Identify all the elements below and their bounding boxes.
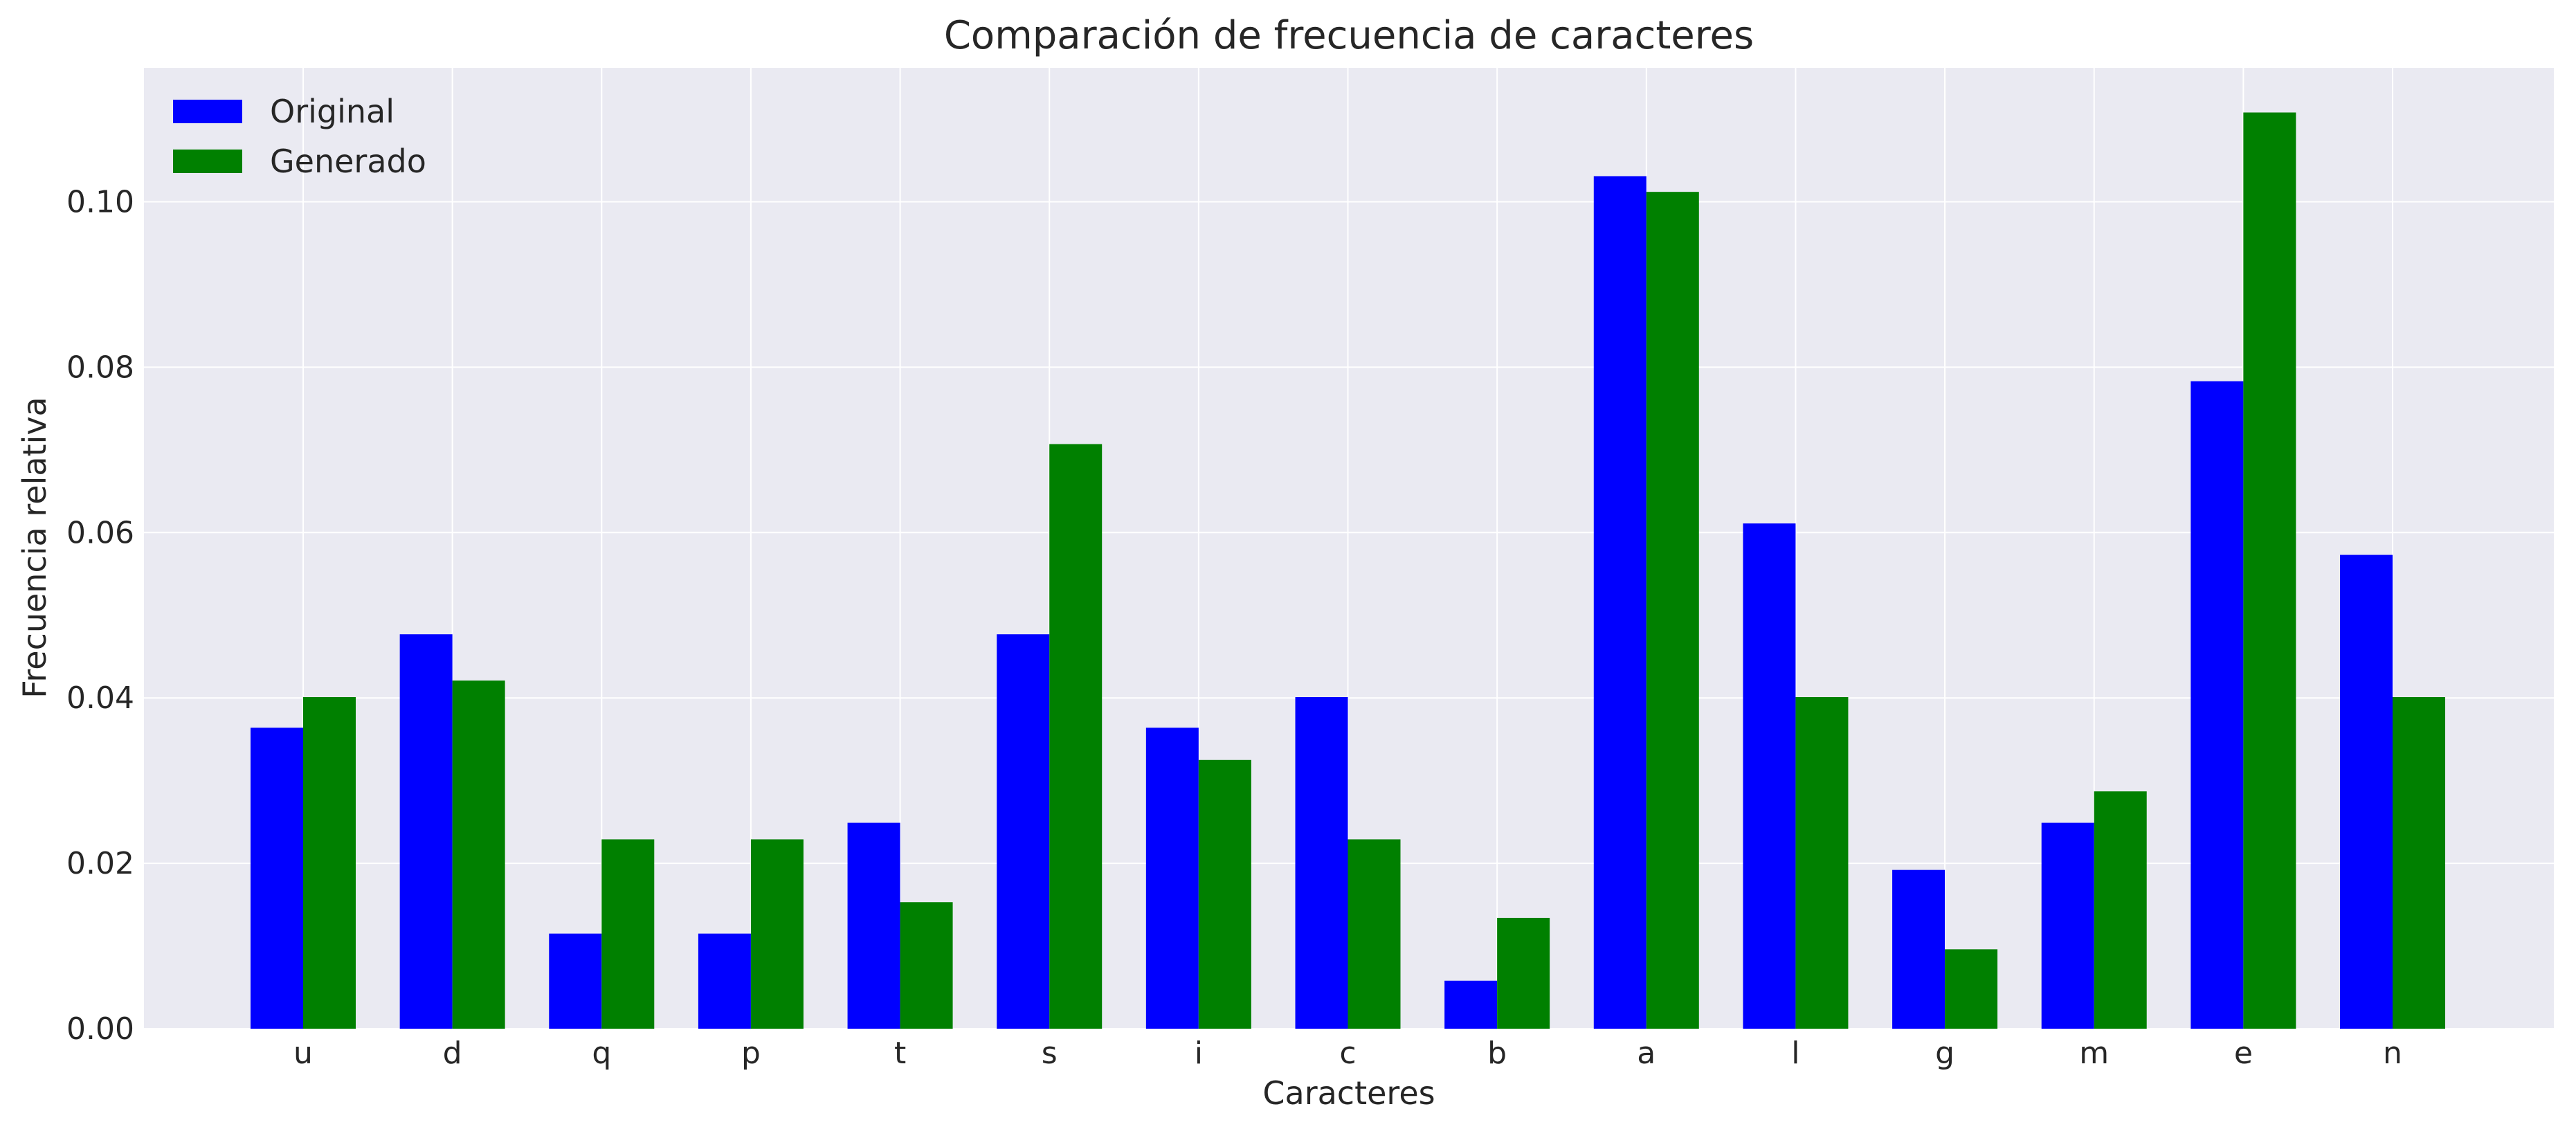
bar-generado-s xyxy=(1049,444,1103,1029)
y-axis-ticks: 0.00 0.02 0.04 0.06 0.08 0.10 xyxy=(66,185,134,1047)
bars xyxy=(251,112,2445,1029)
x-tick-label: t xyxy=(894,1036,906,1071)
x-tick-label: p xyxy=(741,1036,761,1071)
bar-generado-d xyxy=(452,680,505,1029)
bar-original-l xyxy=(1743,523,1796,1029)
bar-original-q xyxy=(549,933,602,1029)
x-tick-label: q xyxy=(592,1036,611,1071)
bar-generado-b xyxy=(1497,917,1550,1029)
bar-original-b xyxy=(1444,980,1498,1029)
y-tick-label: 0.10 xyxy=(66,185,134,220)
bar-original-i xyxy=(1145,728,1199,1029)
bar-original-e xyxy=(2190,381,2244,1029)
bar-generado-l xyxy=(1795,697,1849,1029)
bar-original-d xyxy=(399,634,453,1029)
x-tick-label: i xyxy=(1195,1036,1203,1071)
bar-original-s xyxy=(997,634,1050,1029)
legend-swatch-generado xyxy=(173,150,242,173)
y-tick-label: 0.04 xyxy=(66,680,134,716)
bar-original-c xyxy=(1295,697,1348,1029)
y-tick-label: 0.00 xyxy=(66,1011,134,1047)
x-tick-label: c xyxy=(1339,1036,1356,1071)
bar-generado-m xyxy=(2094,791,2147,1029)
x-tick-label: a xyxy=(1637,1036,1656,1071)
bar-generado-q xyxy=(601,839,655,1029)
legend-label-original: Original xyxy=(270,93,394,130)
bar-generado-i xyxy=(1198,759,1251,1029)
x-tick-label: l xyxy=(1791,1036,1799,1071)
bar-generado-u xyxy=(303,697,356,1029)
legend-swatch-original xyxy=(173,100,242,123)
bar-original-m xyxy=(2041,822,2094,1029)
bar-generado-c xyxy=(1348,839,1401,1029)
bar-generado-p xyxy=(750,839,804,1029)
bar-generado-e xyxy=(2243,112,2296,1029)
x-tick-label: d xyxy=(443,1036,462,1071)
x-tick-label: u xyxy=(293,1036,313,1071)
x-tick-label: m xyxy=(2079,1036,2109,1071)
bar-original-g xyxy=(1892,869,1945,1029)
legend: Original Generado xyxy=(173,93,426,180)
x-tick-label: s xyxy=(1042,1036,1058,1071)
bar-original-a xyxy=(1593,176,1647,1029)
y-tick-label: 0.08 xyxy=(66,350,134,385)
legend-label-generado: Generado xyxy=(270,143,426,180)
bar-generado-g xyxy=(1945,949,1998,1029)
bar-generado-n xyxy=(2393,697,2445,1029)
y-axis-label: Frecuencia relativa xyxy=(16,397,53,698)
y-tick-label: 0.02 xyxy=(66,846,134,881)
bar-original-n xyxy=(2340,555,2393,1029)
bar-generado-a xyxy=(1646,192,1699,1029)
bar-generado-t xyxy=(900,902,953,1029)
bar-original-t xyxy=(847,822,900,1029)
chart-title: Comparación de frecuencia de caracteres xyxy=(944,13,1754,58)
x-tick-label: g xyxy=(1935,1036,1954,1071)
y-tick-label: 0.06 xyxy=(66,515,134,550)
x-axis-label: Caracteres xyxy=(1262,1074,1435,1112)
bar-original-p xyxy=(698,933,751,1029)
x-tick-label: e xyxy=(2234,1036,2253,1071)
x-tick-label: n xyxy=(2383,1036,2402,1071)
bar-original-u xyxy=(251,728,303,1029)
x-tick-label: b xyxy=(1487,1036,1507,1071)
